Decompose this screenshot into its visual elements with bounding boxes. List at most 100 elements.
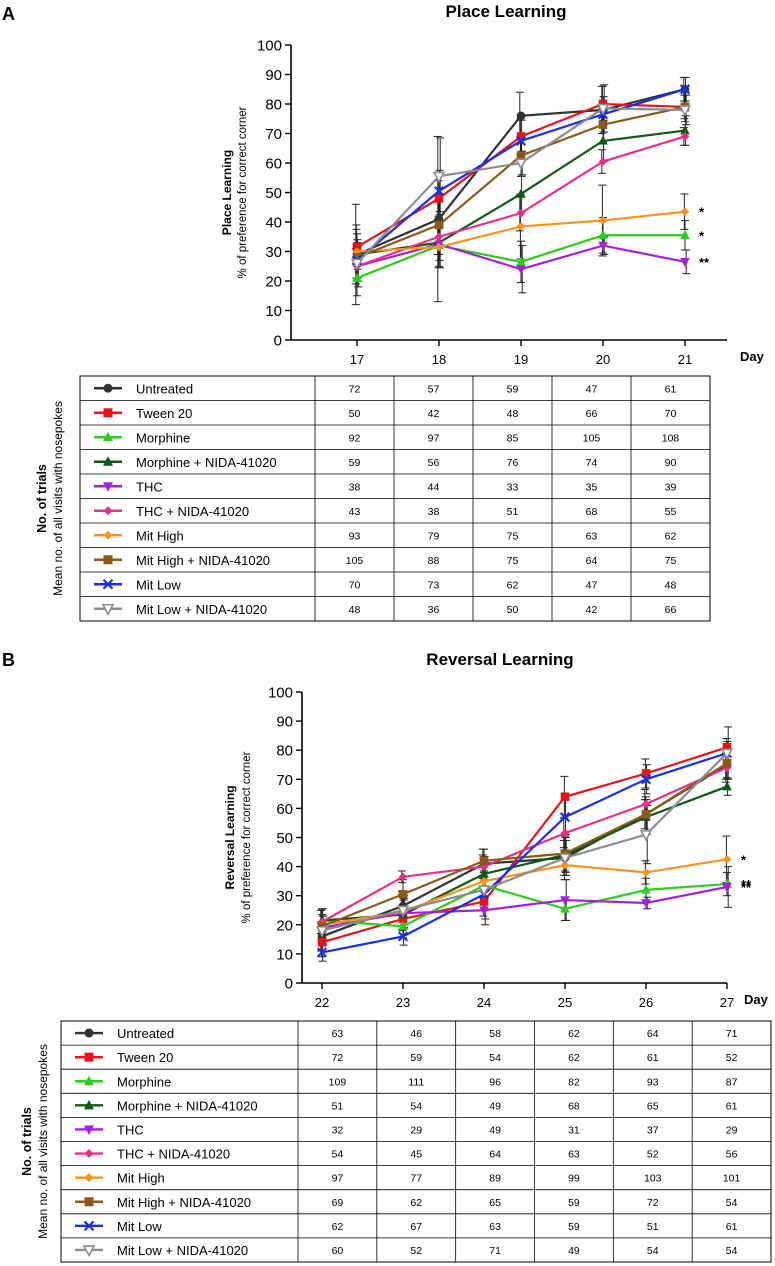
data-point-mit-low-nida-41020: [639, 829, 653, 842]
data-point-tween-20: [352, 242, 362, 252]
data-point-mit-high: [680, 207, 690, 216]
y-tick-label: 70: [265, 126, 282, 143]
table-row-thc: THC 32 29 49 31 37 29: [75, 1122, 738, 1137]
data-point-thc: [598, 241, 608, 251]
table-cell: 72: [349, 383, 361, 395]
data-point-morphine-nida-41020: [722, 781, 732, 791]
y-tick-label: 80: [276, 743, 293, 760]
table-row-mit-high: Mit High 97 77 89 99 103 101: [75, 1171, 740, 1186]
error-bars-mit-low: [318, 740, 732, 962]
y-axis-label: Reversal Learning: [223, 785, 237, 889]
series-line-mit-low-nida-41020: [321, 752, 728, 932]
data-point-thc-nida-41020: [516, 208, 526, 218]
x-axis-label: Day: [744, 992, 769, 1007]
series-mit-low-nida-41020: [350, 103, 692, 271]
series-mit-low-nida-41020: [315, 748, 734, 938]
data-point-thc: [641, 899, 651, 909]
table-cell: 99: [568, 1173, 580, 1185]
table-row-untreated: Untreated 72 57 59 47 61: [94, 381, 676, 396]
table-cell: 62: [332, 1221, 344, 1233]
series-mit-low: [316, 748, 733, 958]
legend-label: Mit High + NIDA-41020: [117, 1195, 251, 1210]
y-tick-label: 30: [276, 888, 293, 905]
legend-marker-morphine-nida-41020: [84, 1099, 94, 1110]
table-row-morphine-nida-41020: Morphine + NIDA-41020 51 54 49 68 65 61: [75, 1098, 738, 1113]
table-cell: 64: [647, 1028, 659, 1040]
table-cell: 75: [507, 555, 519, 567]
table-cell: 29: [410, 1124, 422, 1136]
error-bars-mit-low-nida-41020: [319, 726, 733, 946]
table-cell: 66: [586, 408, 598, 420]
table-cell: 56: [428, 457, 440, 469]
table-cell: 38: [349, 481, 361, 493]
x-tick-label: 23: [396, 995, 410, 1010]
table-cell: 101: [723, 1173, 741, 1185]
y-tick-label: 0: [274, 333, 282, 350]
data-point-tween-20: [560, 792, 570, 802]
data-point-morphine-nida-41020: [516, 188, 526, 198]
significance-mark: *: [741, 852, 747, 867]
legend-marker-thc: [103, 482, 113, 492]
data-point-morphine: [352, 272, 362, 282]
table-cell: 68: [586, 506, 598, 518]
y-tick-label: 20: [265, 274, 282, 291]
table-cell: 38: [428, 506, 440, 518]
table-cell: 45: [410, 1149, 422, 1161]
legend-marker-thc: [84, 1125, 94, 1135]
data-point-mit-low-nida-41020: [514, 158, 528, 171]
table-cell: 75: [665, 555, 677, 567]
data-point-morphine-nida-41020: [479, 868, 489, 878]
significance-mark: **: [741, 877, 752, 892]
table-row-morphine: Morphine 92 97 85 105 108: [94, 430, 679, 445]
error-bars-mit-high-nida-41020: [318, 748, 731, 939]
data-point-thc-nida-41020: [680, 132, 690, 141]
table-cell: 42: [586, 604, 598, 616]
data-point-morphine: [516, 256, 526, 266]
table-cell: 47: [586, 383, 598, 395]
table-cell: 71: [489, 1245, 501, 1257]
table-cell: 59: [507, 383, 519, 395]
table-row-mit-low: Mit Low 62 67 63 59 51 61: [75, 1219, 738, 1234]
table-row-thc: THC 38 44 33 35 39: [94, 479, 676, 494]
legend-label: Morphine: [136, 430, 190, 445]
data-point-thc-nida-41020: [398, 872, 408, 882]
series-thc-nida-41020: [317, 763, 732, 927]
legend-marker-mit-low-nida-41020: [82, 1245, 96, 1258]
table-cell: 37: [647, 1124, 659, 1136]
legend-marker-untreated: [103, 383, 113, 393]
data-point-tween-20: [641, 769, 651, 778]
table-cell: 56: [726, 1149, 738, 1161]
table-cell: 54: [332, 1149, 344, 1161]
table-cell: 36: [428, 604, 440, 616]
legend-label: Untreated: [117, 1026, 174, 1041]
table-cell: 70: [349, 579, 361, 591]
table-cell: 105: [583, 432, 601, 444]
significance-mark: *: [699, 205, 705, 220]
y-axis-label: Place Learning: [220, 150, 234, 235]
legend-label: Mit Low + NIDA-41020: [117, 1243, 248, 1258]
y-tick-label: 60: [276, 801, 293, 818]
table-cell: 42: [428, 408, 440, 420]
legend-marker-morphine: [84, 1075, 94, 1086]
table-cell: 66: [665, 604, 677, 616]
table-row-tween-20: Tween 20 50 42 48 66 70: [94, 406, 676, 421]
table-cell: 60: [332, 1245, 344, 1257]
y-tick-label: 10: [276, 946, 293, 963]
table-cell: 58: [489, 1028, 501, 1040]
x-tick-label: 21: [678, 352, 692, 367]
table-row-thc-nida-41020: THC + NIDA-41020 43 38 51 68 55: [94, 504, 676, 519]
table-cell: 51: [507, 506, 519, 518]
x-tick-label: 25: [558, 995, 572, 1010]
data-point-mit-high: [598, 216, 608, 225]
legend-marker-morphine-nida-41020: [103, 456, 113, 466]
y-tick-label: 30: [265, 244, 282, 261]
series-line-thc: [321, 885, 728, 929]
table-cell: 68: [568, 1100, 580, 1112]
data-point-mit-low-nida-41020: [720, 748, 734, 761]
x-tick-label: 20: [596, 352, 610, 367]
table-cell: 46: [410, 1028, 422, 1040]
x-tick-label: 24: [477, 995, 491, 1010]
panel-b: B Reversal Learning Reversal Learning % of …: [2, 650, 772, 1263]
table-cell: 109: [329, 1076, 347, 1088]
